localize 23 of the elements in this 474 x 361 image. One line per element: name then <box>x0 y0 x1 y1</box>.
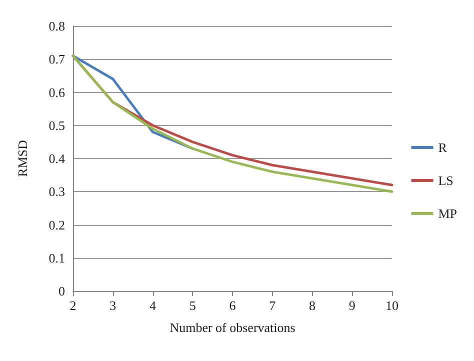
x-axis-title: Number of observations <box>170 320 296 335</box>
y-tick-label: 0.1 <box>48 250 65 266</box>
x-tick-label: 6 <box>229 298 236 313</box>
y-tick-label: 0.8 <box>48 18 65 34</box>
y-tick-label: 0.2 <box>48 217 65 232</box>
legend-label: LS <box>438 173 454 188</box>
y-tick-label: 0.6 <box>48 84 66 100</box>
y-tick-label: 0.3 <box>48 184 65 200</box>
legend-label: MP <box>438 206 458 221</box>
x-tick-label: 10 <box>386 298 398 313</box>
x-tick-label: 5 <box>189 298 196 313</box>
x-tick-label: 4 <box>150 298 156 313</box>
y-tick-label: 0.4 <box>48 151 66 166</box>
x-tick-label: 2 <box>70 298 76 313</box>
legend-label: R <box>438 140 448 155</box>
x-tick-label: 3 <box>110 298 116 313</box>
x-tick-label: 8 <box>309 298 316 313</box>
y-axis-title: RMSD <box>15 140 30 177</box>
y-tick-label: 0 <box>58 284 65 298</box>
x-tick-label: 9 <box>348 298 356 313</box>
x-tick-label: 7 <box>269 298 276 313</box>
y-tick-label: 0.7 <box>48 52 66 67</box>
y-tick-label: 0.5 <box>48 118 65 133</box>
